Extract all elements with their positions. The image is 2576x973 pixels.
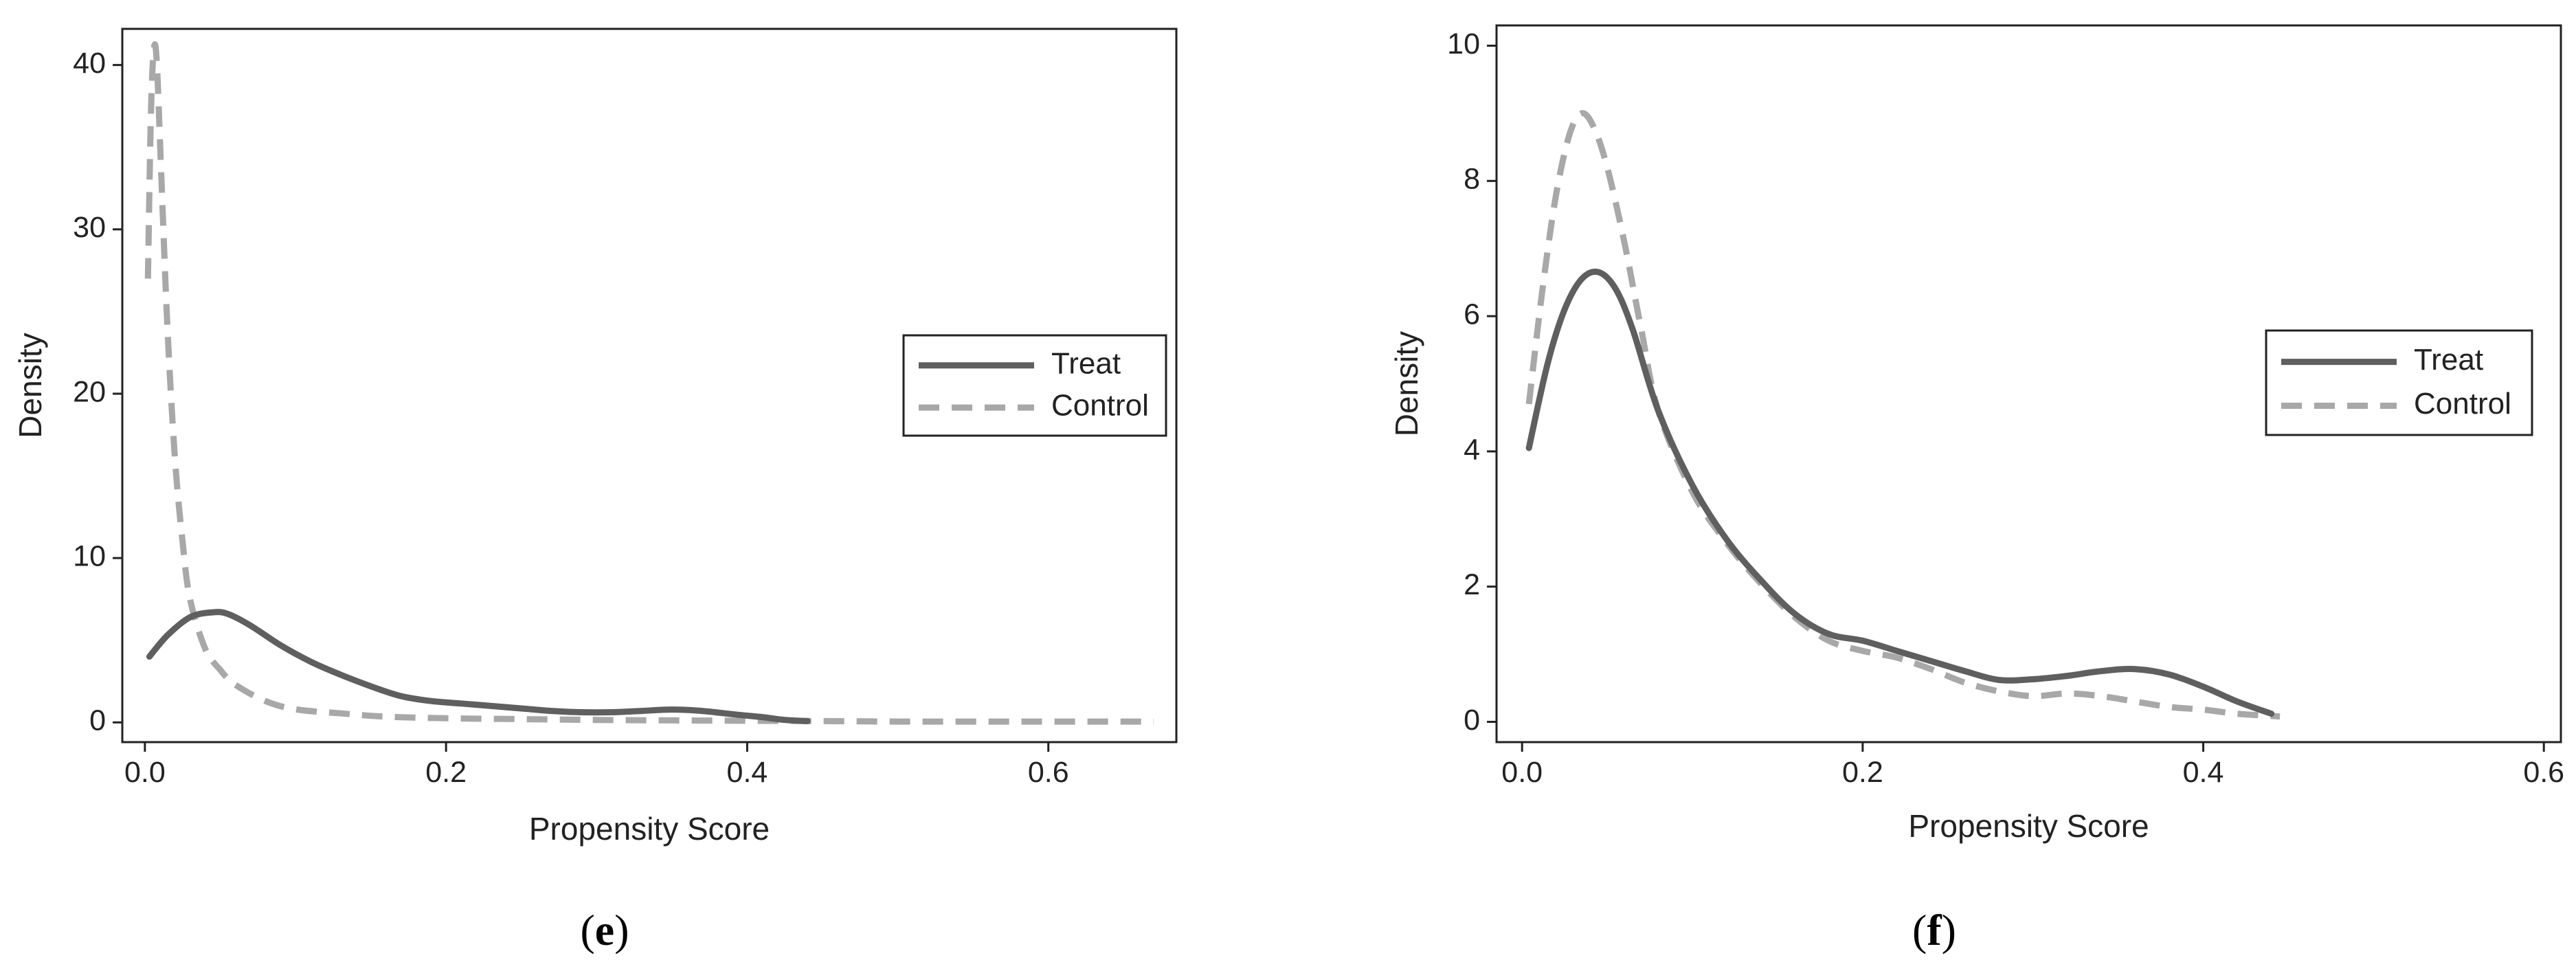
y-tick-label: 40: [73, 47, 106, 80]
y-axis-title: Density: [12, 333, 48, 438]
series-line-control: [1525, 110, 2281, 720]
legend-label-treat: Treat: [2414, 343, 2483, 377]
y-tick-label: 6: [1464, 298, 1480, 331]
series-line-control: [144, 41, 1154, 725]
series-line-treat: [1525, 268, 2275, 717]
legend-label-control: Control: [1051, 389, 1149, 423]
plot-frame: [1495, 24, 2562, 743]
y-tick-label: 10: [73, 539, 106, 572]
x-axis-title: Propensity Score: [529, 811, 770, 847]
legend-label-treat: Treat: [1051, 346, 1121, 380]
x-tick-label: 0.6: [2523, 756, 2564, 789]
x-tick-label: 0.2: [1842, 756, 1883, 789]
y-tick-label: 2: [1464, 568, 1480, 601]
y-tick-label: 10: [1447, 27, 1480, 60]
legend-box: [2265, 329, 2533, 436]
panel-caption-letter: f: [1927, 906, 1942, 954]
y-tick-label: 20: [73, 375, 106, 408]
panel-e: 0 10 20 30 40 0.0 0.2 0.4 0.6 Propensity Score Den…: [12, 27, 1178, 954]
panel-caption: (e): [580, 906, 629, 954]
y-axis-title: Density: [1389, 331, 1424, 436]
x-tick-label: 0.6: [1028, 756, 1069, 789]
y-tick-label: 8: [1464, 163, 1480, 196]
x-tick-label: 0.4: [727, 756, 768, 789]
panel-caption: (f): [1912, 906, 1956, 954]
y-tick-label: 4: [1464, 433, 1480, 466]
x-tick-label: 0.2: [425, 756, 467, 789]
x-tick-label: 0.0: [1501, 756, 1543, 789]
y-tick-label: 0: [1464, 704, 1480, 737]
plot-frame: [121, 27, 1178, 743]
x-axis-title: Propensity Score: [1908, 808, 2149, 844]
panel-caption-letter: e: [595, 906, 614, 954]
series-line-treat: [146, 609, 811, 724]
y-tick-label: 0: [89, 704, 106, 737]
panel-f: 0 2 4 6 8 10 0.0 0.2 0.4 0.6 Propensity Score Densi…: [1389, 24, 2564, 954]
y-tick-label: 30: [73, 211, 106, 244]
x-tick-label: 0.4: [2183, 756, 2224, 789]
legend-box: [902, 334, 1167, 437]
legend-label-control: Control: [2414, 387, 2511, 421]
x-tick-label: 0.0: [124, 756, 166, 789]
